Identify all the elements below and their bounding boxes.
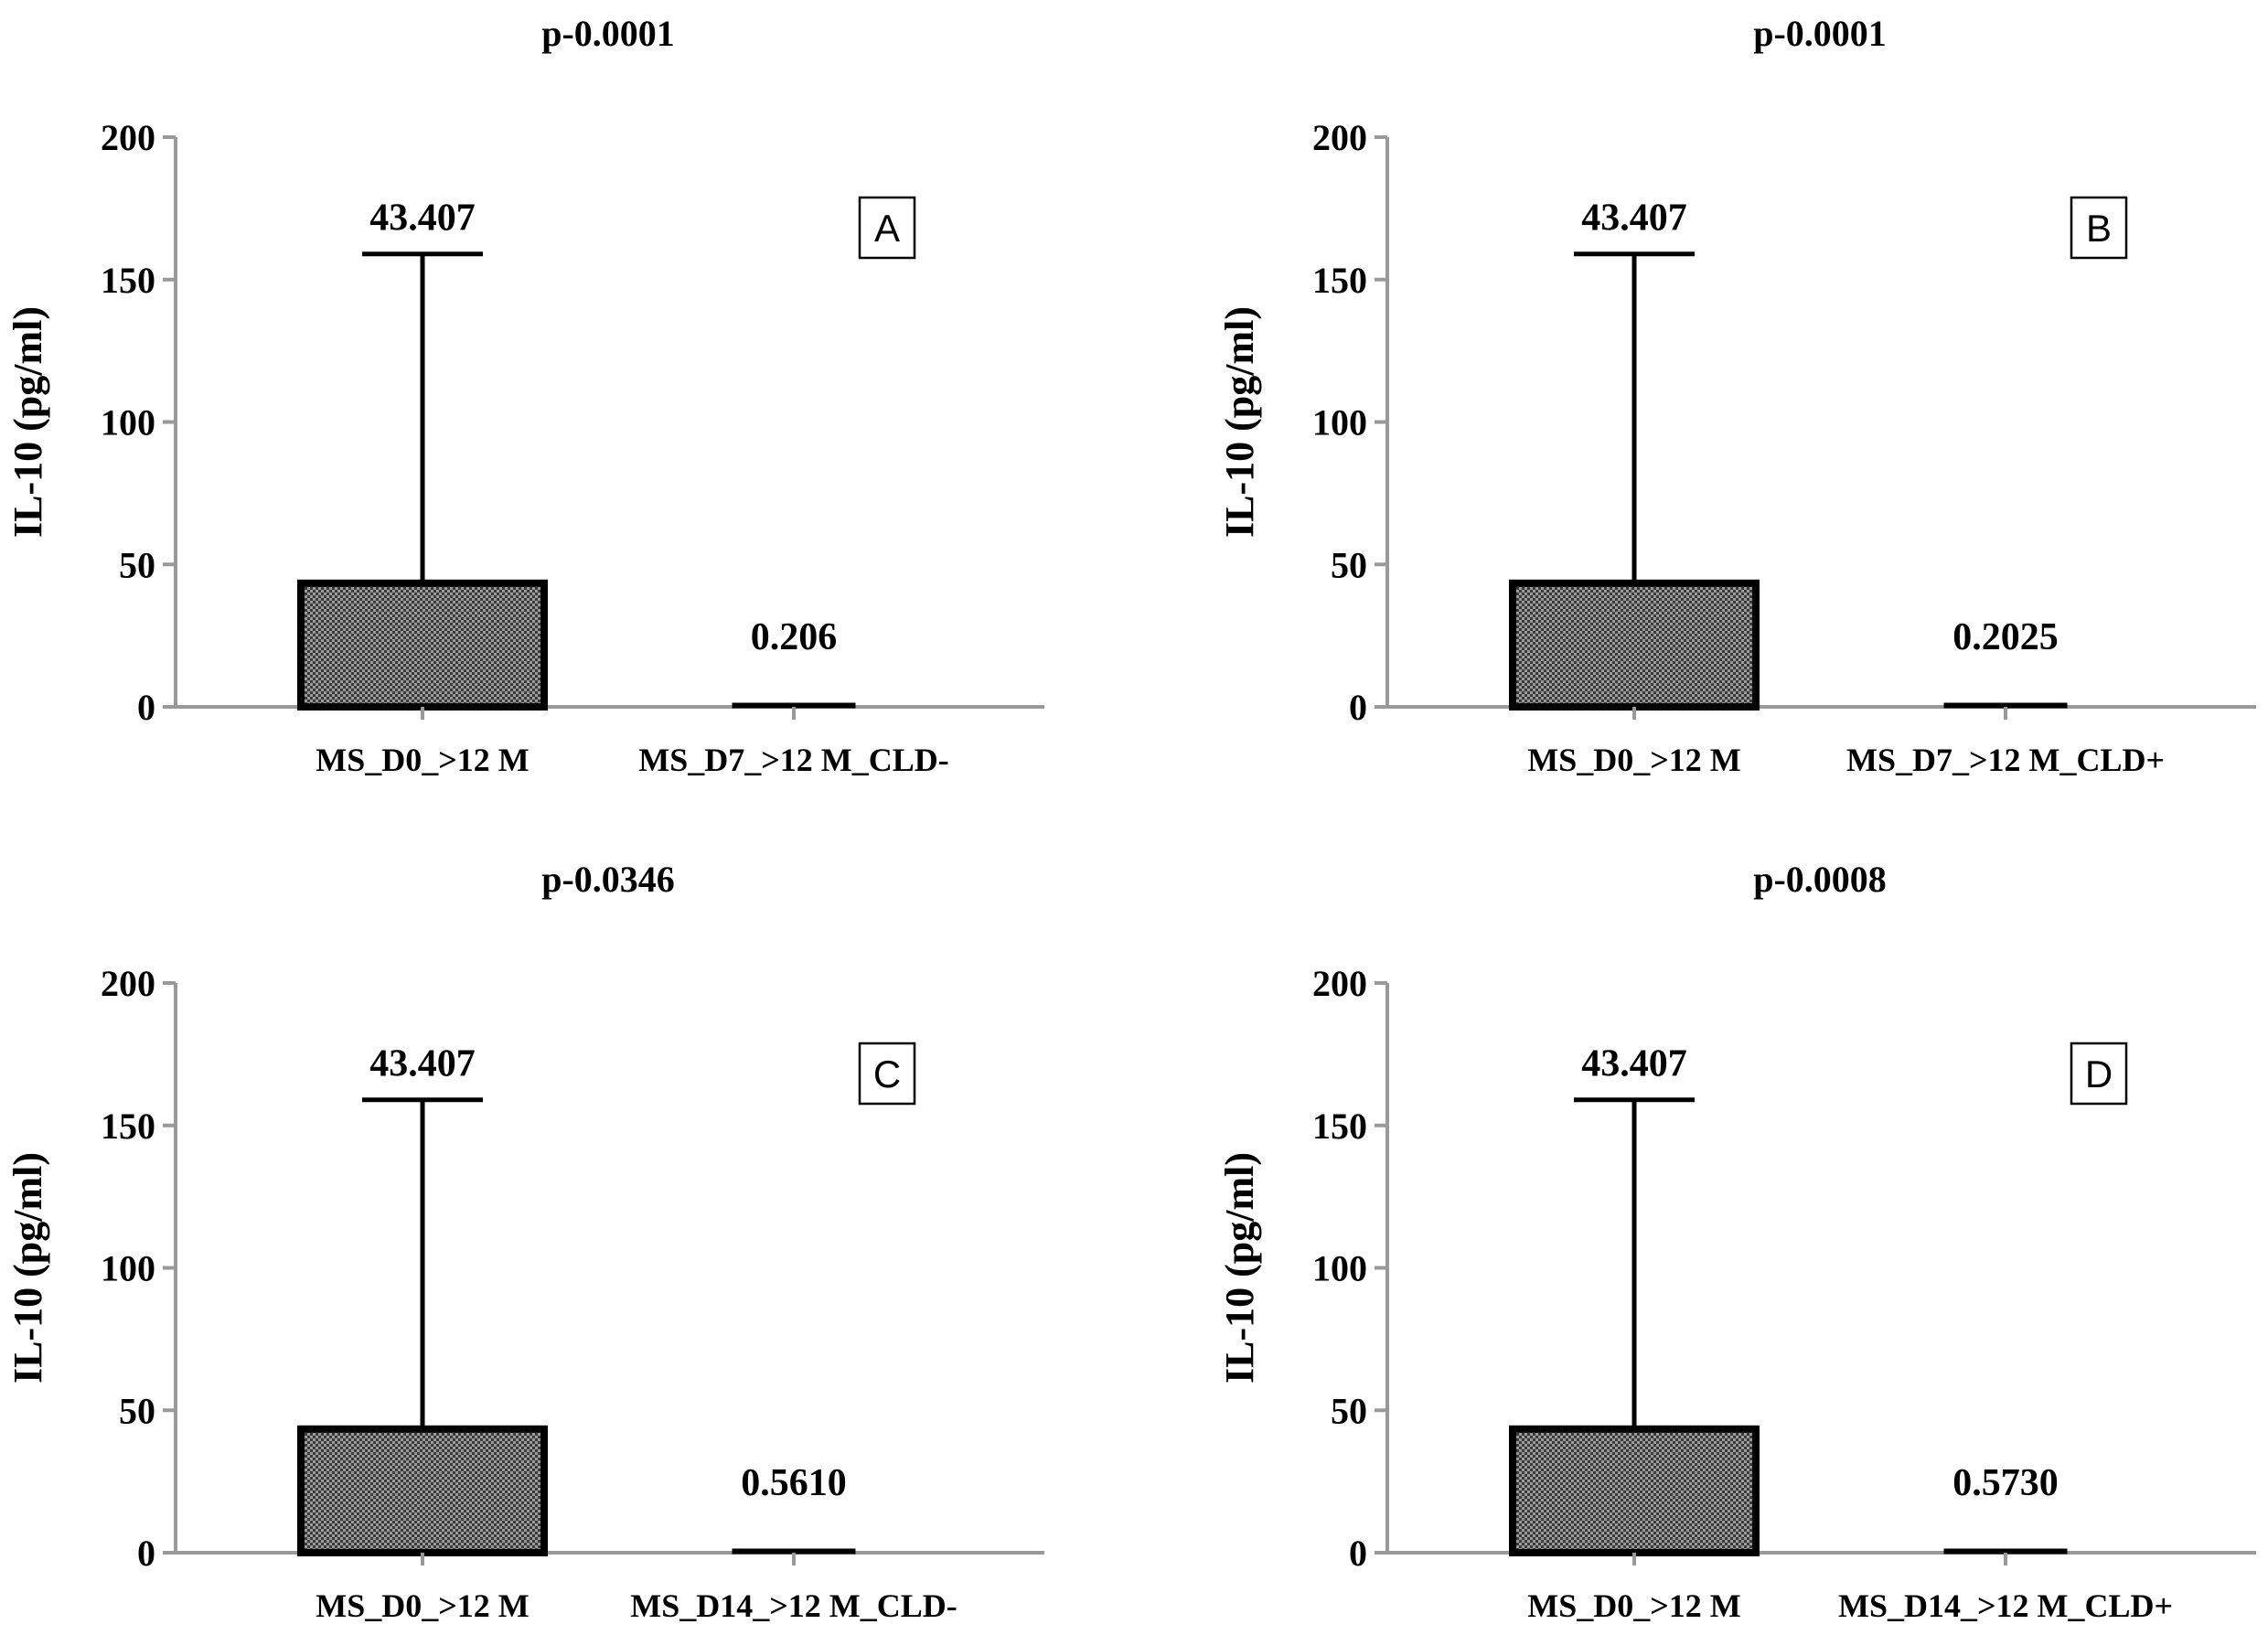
panel-letter: D	[2085, 1053, 2113, 1095]
bar	[1943, 1548, 2068, 1555]
data-label: 0.206	[751, 616, 838, 658]
x-tick-label: MS_D0_>12 M	[1527, 1587, 1741, 1624]
chart-title: p-0.0346	[541, 859, 675, 900]
y-tick-label: 100	[1312, 1248, 1367, 1289]
y-axis-label: IL-10 (pg/ml)	[1217, 1152, 1262, 1384]
data-label: 0.5730	[1952, 1462, 2059, 1504]
y-tick-label: 200	[1312, 117, 1367, 158]
y-tick-label: 0	[1349, 1533, 1367, 1574]
y-tick-label: 150	[1312, 260, 1367, 301]
data-label: 43.407	[1581, 1043, 1687, 1085]
panel-letter: A	[874, 207, 900, 250]
y-tick-label: 150	[1312, 1106, 1367, 1147]
y-axis-label: IL-10 (pg/ml)	[5, 1152, 50, 1384]
panel-letter: B	[2086, 207, 2112, 250]
data-label: 43.407	[369, 1043, 476, 1085]
panel-letter-box	[858, 196, 916, 260]
y-tick-label: 0	[137, 1533, 155, 1574]
bar	[1509, 579, 1760, 711]
x-tick-label: MS_D7_>12 M_CLD-	[638, 742, 949, 778]
chart-title: p-0.0008	[1753, 859, 1887, 900]
y-tick-label: 100	[101, 402, 155, 443]
y-tick-label: 100	[1312, 402, 1367, 443]
chart-title: p-0.0001	[1753, 13, 1887, 54]
chart-panel-b: p-0.0001 IL-10 (pg/ml) 0 50 100 150 200 43.407 M…	[1217, 13, 2256, 778]
y-tick-label: 200	[101, 117, 155, 158]
y-tick-label: 200	[101, 963, 155, 1004]
y-axis-label: IL-10 (pg/ml)	[5, 306, 50, 538]
panel-letter-box	[2070, 1042, 2128, 1106]
data-label: 43.407	[369, 198, 476, 240]
bar	[297, 579, 548, 711]
y-tick-label: 100	[101, 1248, 155, 1289]
data-label: 0.5610	[741, 1462, 847, 1504]
y-axis-label: IL-10 (pg/ml)	[1217, 306, 1262, 538]
panel-letter: C	[873, 1053, 901, 1095]
y-tick-label: 50	[119, 544, 155, 585]
x-tick-label: MS_D14_>12 M_CLD+	[1838, 1587, 2173, 1624]
x-tick-label: MS_D7_>12 M_CLD+	[1846, 742, 2165, 778]
x-tick-label: MS_D0_>12 M	[316, 742, 530, 778]
chart-title: p-0.0001	[541, 13, 675, 54]
bar	[297, 1425, 548, 1556]
data-label: 0.2025	[1952, 616, 2059, 658]
bar	[732, 702, 856, 709]
y-tick-label: 0	[1349, 687, 1367, 728]
bar	[1509, 1425, 1760, 1556]
y-tick-label: 50	[1331, 1390, 1367, 1431]
y-tick-label: 150	[101, 1106, 155, 1147]
data-label: 43.407	[1581, 198, 1687, 240]
y-tick-label: 150	[101, 260, 155, 301]
x-tick-label: MS_D0_>12 M	[1527, 742, 1741, 778]
bar	[732, 1548, 856, 1555]
panel-letter-box	[858, 1042, 916, 1106]
y-tick-label: 200	[1312, 963, 1367, 1004]
chart-panel-a: p-0.0001 IL-10 (pg/ml) 0 50 100 150 200 43.407 M…	[5, 13, 1044, 778]
y-tick-label: 50	[1331, 544, 1367, 585]
bar	[1943, 702, 2068, 709]
x-tick-label: MS_D14_>12 M_CLD-	[630, 1587, 957, 1624]
y-tick-label: 50	[119, 1390, 155, 1431]
panel-letter-box	[2070, 196, 2128, 260]
chart-panel-c: p-0.0346 IL-10 (pg/ml) 0 50 100 150 200 43.407 M…	[5, 859, 1044, 1624]
chart-panel-d: p-0.0008 IL-10 (pg/ml) 0 50 100 150 200 43.407 M…	[1217, 859, 2256, 1624]
y-tick-label: 0	[137, 687, 155, 728]
x-tick-label: MS_D0_>12 M	[316, 1587, 530, 1624]
